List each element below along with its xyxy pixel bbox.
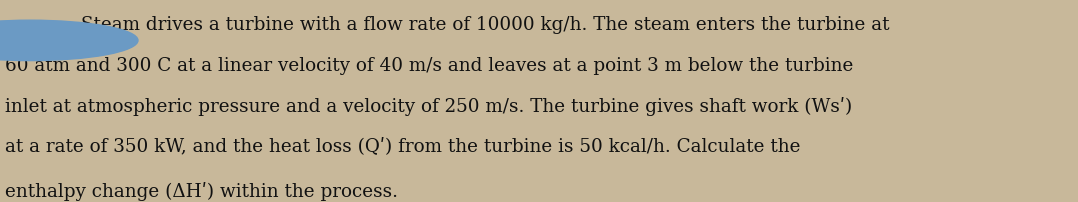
Circle shape <box>0 20 138 61</box>
Text: inlet at atmospheric pressure and a velocity of 250 m/s. The turbine gives shaft: inlet at atmospheric pressure and a velo… <box>5 97 853 116</box>
Text: at a rate of 350 kW, and the heat loss (Qʹ) from the turbine is 50 kcal/h. Calcu: at a rate of 350 kW, and the heat loss (… <box>5 137 801 155</box>
Text: enthalpy change (ΔHʹ) within the process.: enthalpy change (ΔHʹ) within the process… <box>5 182 399 201</box>
Text: Steam drives a turbine with a flow rate of 10000 kg/h. The steam enters the turb: Steam drives a turbine with a flow rate … <box>81 16 889 34</box>
Text: 60 atm and 300 C at a linear velocity of 40 m/s and leaves at a point 3 m below : 60 atm and 300 C at a linear velocity of… <box>5 57 854 75</box>
